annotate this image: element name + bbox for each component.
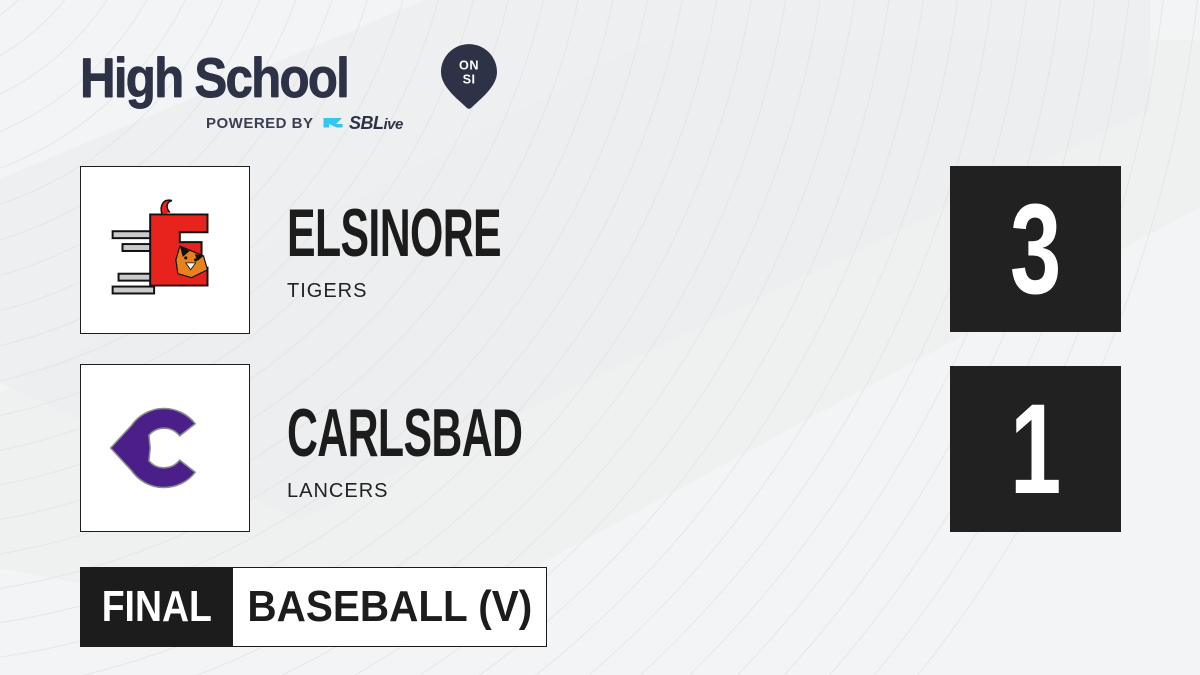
svg-text:SI: SI [462,71,475,86]
svg-text:SBLive: SBLive [349,113,403,133]
